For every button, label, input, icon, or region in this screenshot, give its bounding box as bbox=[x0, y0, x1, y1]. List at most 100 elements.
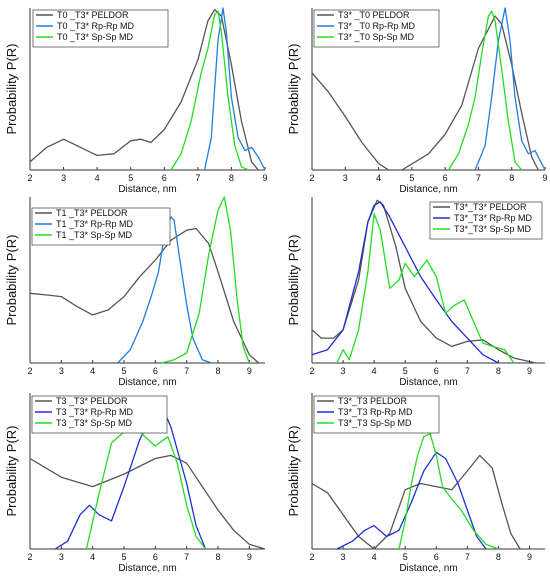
x-tick-label: 5 bbox=[409, 173, 414, 183]
x-tick-label: 5 bbox=[121, 552, 126, 562]
x-tick-label: 2 bbox=[309, 366, 314, 376]
x-tick-label: 4 bbox=[376, 173, 381, 183]
x-tick-label: 5 bbox=[121, 366, 126, 376]
series-line-3 bbox=[85, 431, 207, 550]
x-axis-label: Distance, nm bbox=[118, 377, 176, 388]
chart-panel-top-left: 2 3 4 5 6 7 8 9 Distance, nm Probability P(R) T0 _… bbox=[4, 7, 268, 195]
x-tick-label: 4 bbox=[372, 552, 377, 562]
legend-box bbox=[313, 395, 440, 434]
x-tick-label: 6 bbox=[434, 366, 439, 376]
series-line-3 bbox=[447, 10, 523, 171]
legend-box bbox=[31, 207, 171, 246]
legend-entry-label: T3*_T3* Sp-Sp MD bbox=[454, 224, 532, 234]
legend-box bbox=[32, 9, 169, 48]
legend-entry-label: T3 _T3* Rp-Rp MD bbox=[56, 407, 134, 417]
series-line-1 bbox=[29, 227, 260, 364]
legend-entry-label: T3*_T3* PELDOR bbox=[454, 202, 527, 212]
x-tick-label: 6 bbox=[162, 173, 167, 183]
chart-panel-bottom-left: 2 3 4 5 6 7 8 9 Distance, nm Probability P(R) T3 _… bbox=[4, 393, 266, 574]
legend-entry-label: T3 _T3* PELDOR bbox=[56, 396, 128, 406]
chart-panel-bottom-right: 2 3 4 5 6 7 8 9 Distance, nm Probability P(R) T3*_… bbox=[286, 393, 545, 574]
series-line-3 bbox=[170, 10, 249, 171]
series-line-2 bbox=[203, 7, 266, 171]
x-tick-label: 2 bbox=[309, 173, 314, 183]
series-line-3 bbox=[161, 196, 250, 364]
x-tick-label: 9 bbox=[527, 366, 532, 376]
x-tick-label: 2 bbox=[309, 552, 314, 562]
series-line-1 bbox=[29, 454, 266, 550]
x-tick-label: 3 bbox=[341, 552, 346, 562]
legend-box bbox=[313, 9, 440, 48]
x-tick-label: 3 bbox=[59, 552, 64, 562]
x-tick-label: 6 bbox=[153, 552, 158, 562]
series-line-2 bbox=[311, 201, 499, 364]
legend-entry-label: T3 _T3* Sp-Sp MD bbox=[56, 418, 133, 428]
y-axis-label: Probability P(R) bbox=[286, 43, 301, 134]
x-tick-label: 7 bbox=[184, 366, 189, 376]
x-tick-label: 6 bbox=[434, 552, 439, 562]
x-tick-label: 9 bbox=[542, 173, 547, 183]
x-tick-label: 4 bbox=[372, 366, 377, 376]
x-tick-label: 4 bbox=[95, 173, 100, 183]
chart-panel-top-right: 2 3 4 5 6 7 8 9 Distance, nm Probability P(R) T3* … bbox=[286, 7, 548, 195]
legend-entry-label: T3* _T0 Sp-Sp MD bbox=[338, 32, 415, 42]
series-line-1 bbox=[29, 8, 259, 171]
x-axis-label: Distance, nm bbox=[118, 184, 176, 195]
x-tick-label: 2 bbox=[27, 552, 32, 562]
legend-box bbox=[31, 395, 168, 434]
x-tick-label: 5 bbox=[128, 173, 133, 183]
chart-panel-middle-left: 2 3 4 5 6 7 8 9 Distance, nm Probability P(R) T1 _… bbox=[4, 196, 265, 388]
x-tick-label: 6 bbox=[153, 366, 158, 376]
x-tick-label: 4 bbox=[90, 552, 95, 562]
legend-entry-label: T0 _T3* Rp-Rp MD bbox=[57, 21, 135, 31]
legend-entry-label: T1 _T3* Rp-Rp MD bbox=[56, 219, 134, 229]
legend-box bbox=[429, 201, 543, 240]
x-tick-label: 7 bbox=[195, 173, 200, 183]
x-tick-label: 9 bbox=[262, 173, 267, 183]
x-axis-label: Distance, nm bbox=[399, 563, 457, 574]
x-tick-label: 4 bbox=[90, 366, 95, 376]
legend-entry-label: T1 _T3* Sp-Sp MD bbox=[56, 230, 133, 240]
series-line-2 bbox=[117, 216, 212, 364]
x-tick-label: 8 bbox=[229, 173, 234, 183]
x-tick-label: 7 bbox=[184, 552, 189, 562]
series-line-2 bbox=[54, 404, 207, 550]
x-tick-label: 8 bbox=[509, 173, 514, 183]
series-line-1 bbox=[311, 454, 521, 550]
x-tick-label: 7 bbox=[465, 552, 470, 562]
chart-panel-middle-right: 2 3 4 5 6 7 8 9 Distance, nm Probability P(R) T3*_… bbox=[286, 197, 545, 388]
x-tick-label: 9 bbox=[527, 552, 532, 562]
series-line-2 bbox=[336, 451, 487, 550]
legend-entry-label: T3*_T3* Rp-Rp MD bbox=[454, 213, 533, 223]
legend-entry-label: T3*_T3 Sp-Sp MD bbox=[338, 418, 412, 428]
legend-entry-label: T0 _T3* Sp-Sp MD bbox=[57, 32, 134, 42]
y-axis-label: Probability P(R) bbox=[4, 43, 19, 134]
legend-entry-label: T3*_T3 PELDOR bbox=[338, 396, 408, 406]
x-tick-label: 7 bbox=[476, 173, 481, 183]
y-axis-label: Probability P(R) bbox=[4, 234, 19, 325]
x-axis-label: Distance, nm bbox=[399, 377, 457, 388]
x-tick-label: 8 bbox=[215, 366, 220, 376]
x-tick-label: 8 bbox=[215, 552, 220, 562]
x-tick-label: 3 bbox=[341, 366, 346, 376]
x-axis-label: Distance, nm bbox=[118, 563, 176, 574]
series-line-2 bbox=[474, 7, 546, 171]
x-tick-label: 5 bbox=[403, 366, 408, 376]
x-tick-label: 3 bbox=[59, 366, 64, 376]
x-tick-label: 9 bbox=[247, 552, 252, 562]
x-tick-label: 2 bbox=[27, 173, 32, 183]
legend-entry-label: T3* _T0 PELDOR bbox=[338, 10, 410, 20]
x-tick-label: 3 bbox=[343, 173, 348, 183]
x-axis-label: Distance, nm bbox=[399, 184, 457, 195]
series-line-1 bbox=[311, 15, 539, 171]
y-axis-label: Probability P(R) bbox=[286, 425, 301, 516]
x-tick-label: 9 bbox=[247, 366, 252, 376]
x-tick-label: 8 bbox=[496, 366, 501, 376]
legend-entry-label: T3* _T0 Rp-Rp MD bbox=[338, 21, 416, 31]
x-tick-label: 8 bbox=[496, 552, 501, 562]
x-tick-label: 6 bbox=[443, 173, 448, 183]
y-axis-label: Probability P(R) bbox=[4, 425, 19, 516]
legend-entry-label: T0 _T3* PELDOR bbox=[57, 10, 129, 20]
x-tick-label: 3 bbox=[61, 173, 66, 183]
